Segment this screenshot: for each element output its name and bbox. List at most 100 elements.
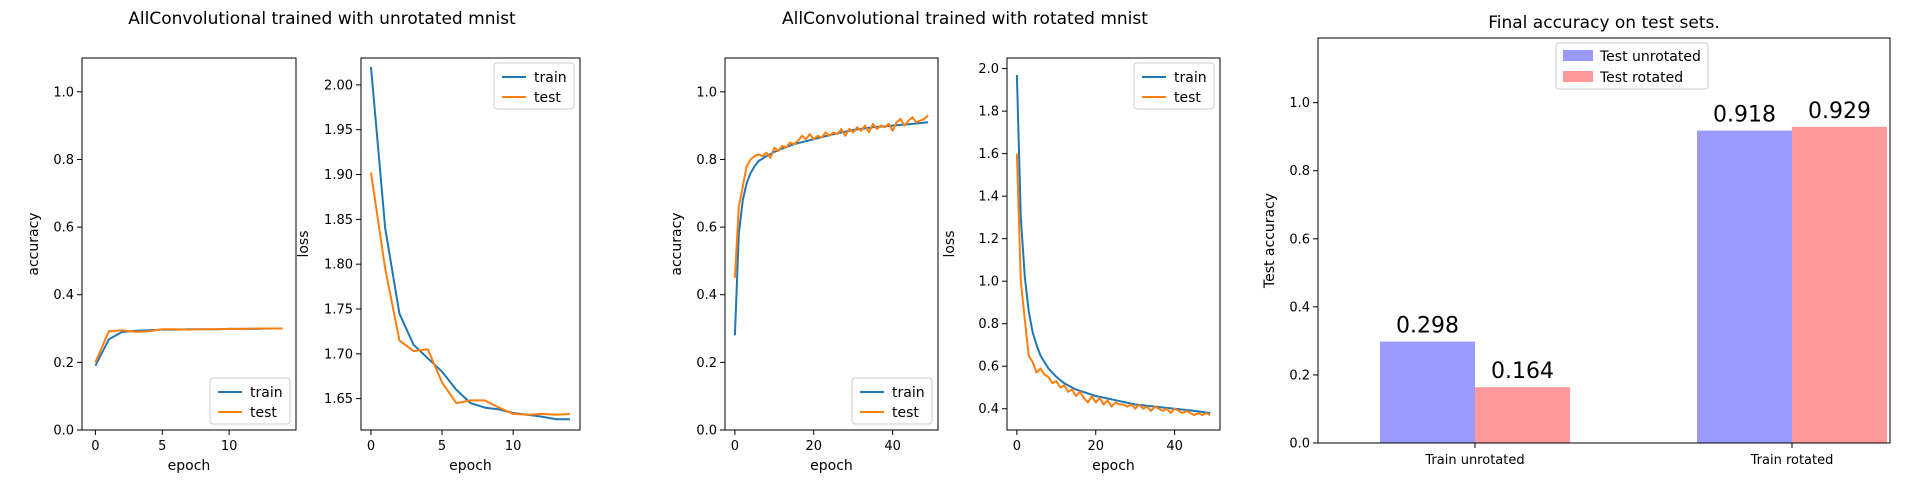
- x-tick-label: 20: [1087, 439, 1104, 454]
- y-tick-label: 0.4: [696, 288, 717, 303]
- y-tick-label: 0.2: [696, 356, 717, 371]
- axes-frame: [1006, 57, 1221, 431]
- series-line-test: [1015, 153, 1211, 417]
- y-tick-label: 1.6: [978, 147, 999, 162]
- legend-label-test: test: [534, 90, 561, 106]
- chart-4: Final accuracy on test sets. 0.0 0.2 0.4 0.6…: [1262, 13, 1891, 468]
- chart-0: 0.0 0.2 0.4 0.6 0.8 1.0 0 5 10 epoch accuracy train…: [26, 57, 297, 474]
- y-tick-label: 0.8: [696, 153, 717, 168]
- bar-test-unrotated-1: [1697, 130, 1792, 444]
- chart-1: 1.65 1.70 1.75 1.80 1.85 1.90 1.95 2.00 0 5 10 epoc…: [296, 57, 581, 474]
- series-line-train: [370, 66, 570, 421]
- legend-label-test: test: [892, 405, 919, 421]
- x-axis-label: epoch: [810, 458, 853, 474]
- y-axis-label: loss: [942, 230, 958, 257]
- legend-label-0: Test unrotated: [1599, 49, 1701, 65]
- x-tick-label: 10: [505, 439, 522, 454]
- x-tick-label: 20: [805, 439, 822, 454]
- x-axis-label: epoch: [449, 458, 492, 474]
- y-tick-label: 0.0: [1289, 437, 1310, 452]
- legend-label-test: test: [1174, 90, 1201, 106]
- legend: Test unrotated Test rotated: [1555, 42, 1709, 90]
- y-tick-label: 0.0: [696, 424, 717, 439]
- y-tick-label: 1.0: [978, 275, 999, 290]
- y-tick-label: 2.0: [978, 62, 999, 77]
- series-line-test: [370, 172, 571, 416]
- y-tick-label: 0.6: [978, 360, 999, 375]
- x-axis-label: epoch: [1092, 458, 1135, 474]
- y-axis-label: Test accuracy: [1262, 193, 1278, 289]
- legend-label-1: Test rotated: [1599, 70, 1683, 86]
- x-tick-label: 5: [158, 439, 166, 454]
- legend: train test: [1133, 62, 1215, 110]
- y-tick-label: 0.0: [53, 424, 74, 439]
- legend-label-train: train: [892, 385, 925, 401]
- y-tick-label: 0.4: [978, 402, 999, 417]
- y-tick-label: 1.80: [324, 258, 353, 273]
- chart-title: Final accuracy on test sets.: [1488, 13, 1720, 33]
- legend-swatch-1: [1563, 71, 1593, 82]
- y-tick-label: 0.2: [1289, 368, 1310, 383]
- legend-swatch-0: [1563, 50, 1593, 61]
- legend-box: [1555, 42, 1709, 90]
- legend-label-test: test: [250, 405, 277, 421]
- axes-frame: [1317, 37, 1891, 444]
- x-tick-label: Train unrotated: [1424, 453, 1524, 468]
- legend: train test: [493, 62, 575, 110]
- y-tick-label: 1.90: [324, 168, 353, 183]
- y-tick-label: 1.4: [978, 190, 999, 205]
- x-tick-label: 5: [438, 439, 446, 454]
- x-tick-label: 40: [1166, 439, 1183, 454]
- y-tick-label: 0.8: [53, 153, 74, 168]
- x-tick-label: 0: [1013, 439, 1021, 454]
- y-tick-label: 1.8: [978, 105, 999, 120]
- y-tick-label: 2.00: [324, 78, 353, 93]
- series-line-train: [1015, 74, 1211, 414]
- axes-frame: [360, 57, 581, 431]
- data-label: 0.298: [1396, 314, 1459, 339]
- y-tick-label: 1.85: [324, 213, 353, 228]
- y-tick-label: 0.2: [53, 356, 74, 371]
- x-tick-label: 0: [91, 439, 99, 454]
- data-label: 0.918: [1713, 103, 1776, 128]
- x-tick-label: 40: [884, 439, 901, 454]
- y-tick-label: 1.0: [696, 85, 717, 100]
- x-tick-label: 0: [367, 439, 375, 454]
- y-tick-label: 1.2: [978, 232, 999, 247]
- y-tick-label: 1.0: [53, 85, 74, 100]
- chart-2: 0.0 0.2 0.4 0.6 0.8 1.0 0 20 40 epoch accuracy trai…: [669, 57, 939, 474]
- chart-3: 0.4 0.6 0.8 1.0 1.2 1.4 1.6 1.8 2.0 0 20 40 epoch los…: [942, 57, 1221, 474]
- data-label: 0.164: [1491, 359, 1554, 384]
- y-tick-label: 1.70: [324, 347, 353, 362]
- y-axis-label: loss: [296, 230, 312, 257]
- legend: train test: [851, 377, 933, 425]
- bar-test-rotated-0: [1475, 387, 1570, 443]
- y-axis-label: accuracy: [669, 212, 685, 275]
- y-tick-label: 0.6: [53, 221, 74, 236]
- bar-test-rotated-1: [1792, 126, 1887, 443]
- y-tick-label: 0.4: [1289, 300, 1310, 315]
- bar-test-unrotated-0: [1380, 341, 1475, 443]
- y-tick-label: 0.8: [978, 317, 999, 332]
- group-title-rotated: AllConvolutional trained with rotated mn…: [782, 9, 1148, 29]
- legend: train test: [209, 377, 291, 425]
- y-tick-label: 1.95: [324, 123, 353, 138]
- y-tick-label: 0.6: [696, 221, 717, 236]
- series-line-test: [94, 327, 283, 363]
- y-tick-label: 1.65: [324, 392, 353, 407]
- legend-label-train: train: [534, 70, 567, 86]
- data-label: 0.929: [1808, 99, 1871, 124]
- x-axis-label: epoch: [168, 458, 211, 474]
- x-tick-label: 0: [731, 439, 739, 454]
- y-tick-label: 0.8: [1289, 164, 1310, 179]
- legend-label-train: train: [250, 385, 283, 401]
- y-tick-label: 1.75: [324, 302, 353, 317]
- x-tick-label: 10: [221, 439, 238, 454]
- legend-label-train: train: [1174, 70, 1207, 86]
- series-line-test: [733, 114, 929, 278]
- series-line-train: [94, 327, 283, 367]
- y-axis-label: accuracy: [26, 212, 42, 275]
- axes-frame: [724, 57, 939, 431]
- x-tick-label: Train rotated: [1750, 453, 1834, 468]
